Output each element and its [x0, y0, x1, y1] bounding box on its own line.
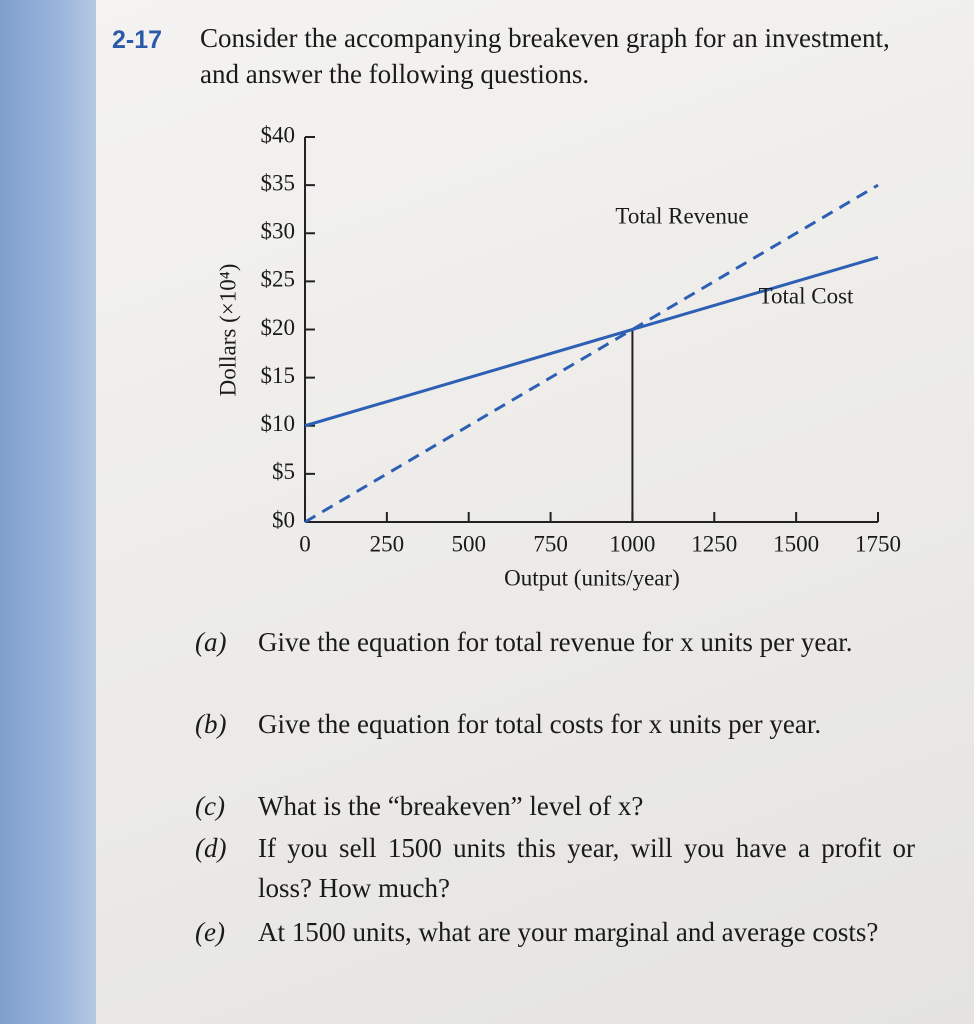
- question-text: What is the “breakeven” level of x?: [258, 791, 644, 821]
- background-strip: [0, 0, 96, 1024]
- y-tick-label: $25: [261, 267, 296, 292]
- x-tick-label: 500: [451, 531, 486, 556]
- question: (c) What is the “breakeven” level of x?: [195, 786, 915, 826]
- x-tick-label: 0: [299, 531, 311, 556]
- question-label: (a): [195, 627, 227, 657]
- question-label: (c): [195, 791, 225, 821]
- y-tick-label: $5: [272, 459, 295, 484]
- y-tick-label: $20: [261, 315, 296, 340]
- question: (b) Give the equation for total costs for…: [195, 704, 915, 744]
- series-line: [304, 183, 879, 524]
- question-text: Give the equation for total costs for x …: [258, 709, 822, 739]
- question-label: (d): [195, 833, 227, 863]
- series-label: Total Revenue: [615, 203, 748, 228]
- x-tick-label: 750: [533, 531, 568, 556]
- problem-number: 2-17: [112, 26, 163, 54]
- question: (d) If you sell 1500 units this year, wil…: [195, 828, 915, 908]
- x-tick-label: 1500: [773, 531, 819, 556]
- question: (e) At 1500 units, what are your marginal…: [195, 912, 915, 952]
- question-text: If you sell 1500 units this year, will y…: [258, 833, 915, 903]
- page-sheet: [96, 0, 974, 1024]
- series-line: [304, 255, 879, 428]
- question-text: Give the equation for total revenue for …: [258, 627, 853, 657]
- question-label: (b): [195, 709, 227, 739]
- y-tick-label: $30: [261, 219, 296, 244]
- question-label: (e): [195, 917, 225, 947]
- x-tick-label: 250: [370, 531, 405, 556]
- y-tick-label: $40: [261, 122, 296, 147]
- question-text: At 1500 units, what are your marginal an…: [258, 917, 879, 947]
- series-label: Total Cost: [759, 283, 854, 308]
- question: (a) Give the equation for total revenue f…: [195, 622, 915, 662]
- y-tick-label: $10: [261, 411, 296, 436]
- problem-text: Consider the accompanying breakeven grap…: [200, 23, 890, 89]
- x-axis-label: Output (units/year): [504, 565, 680, 590]
- x-tick-label: 1250: [691, 531, 737, 556]
- chart: Dollars (×10⁴) Output (units/year) $0 $5 $…: [215, 122, 901, 590]
- x-tick-label: 1750: [855, 531, 901, 556]
- y-tick-label: $15: [261, 363, 296, 388]
- y-axis-label: Dollars (×10⁴): [215, 264, 240, 397]
- y-tick-label: $0: [272, 507, 295, 532]
- y-tick-label: $35: [261, 170, 296, 195]
- x-tick-label: 1000: [609, 531, 655, 556]
